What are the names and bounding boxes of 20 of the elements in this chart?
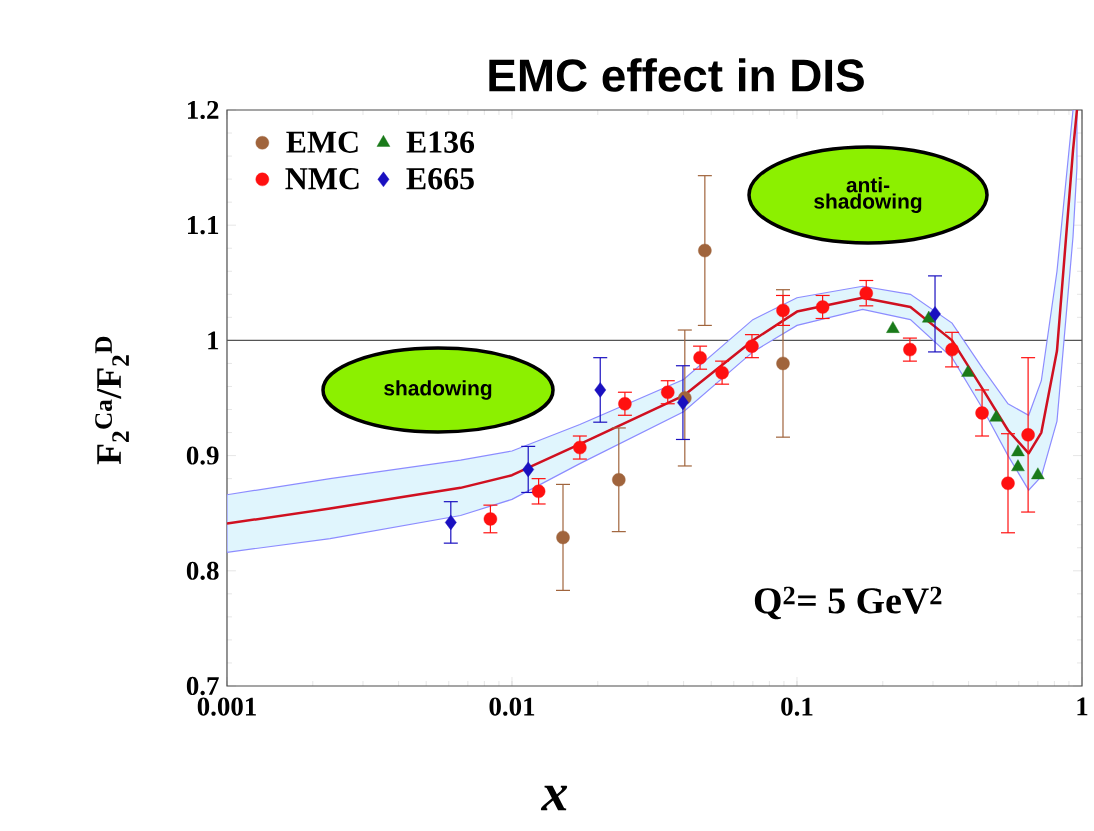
- x-tick-label: 1: [1077, 697, 1088, 716]
- chart-title: EMC effect in DIS: [489, 58, 864, 92]
- y-tick-label: 1: [208, 331, 219, 350]
- legend-label: E136: [406, 131, 475, 153]
- y-tick-label: 1.1: [188, 216, 219, 235]
- x-tick-label: 0.1: [781, 697, 813, 716]
- x-axis-title: x: [540, 785, 568, 811]
- legend-label: EMC: [286, 131, 358, 153]
- y-tick-label: 1.2: [188, 100, 219, 120]
- y-tick-label: 0.7: [186, 676, 219, 696]
- y-tick-label: 0.9: [186, 446, 219, 465]
- y-tick-label: 0.8: [186, 561, 219, 580]
- x-tick-label: 0.001: [197, 697, 256, 716]
- annotation: anti-shadowing: [814, 177, 922, 213]
- x-tick-label: 0.01: [489, 697, 535, 716]
- annotation: shadowing: [384, 380, 492, 400]
- annotation: Q$^{2}$= 5 GeV$^{2}$: [754, 586, 942, 620]
- y-axis-title: F$_{2}$$^{Ca}$/F$_{2}$D: [95, 336, 129, 465]
- legend-label: NMC: [285, 168, 359, 190]
- legend-label: E665: [406, 168, 474, 190]
